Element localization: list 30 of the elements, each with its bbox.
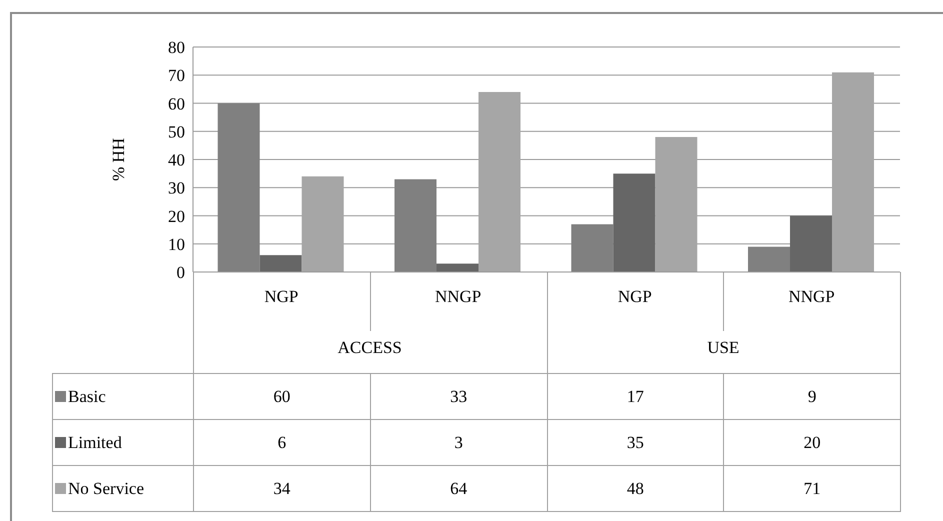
data-label: 35 (547, 420, 724, 466)
data-label: 64 (370, 466, 547, 512)
x-tick-label: NNGP (434, 287, 482, 306)
data-label: 17 (547, 374, 724, 420)
y-tick-label: 0 (176, 263, 185, 282)
y-tick-label: 40 (168, 150, 185, 170)
x-tick-label: NNGP (788, 287, 835, 306)
data-label: 3 (370, 420, 547, 466)
data-label: 71 (724, 466, 900, 512)
data-label: 48 (547, 466, 724, 512)
x-tick-label: NGP (264, 287, 298, 306)
data-label: 9 (724, 374, 900, 420)
y-tick-label: 30 (168, 178, 185, 198)
text: USE (706, 337, 740, 359)
y-tick-label: 70 (168, 66, 185, 86)
y-tick-label: 80 (168, 38, 185, 58)
legend-label: No Service (52, 466, 194, 512)
y-tick-label: 20 (168, 206, 185, 226)
y-tick-label: 50 (168, 122, 185, 142)
legend-label: Basic (52, 374, 194, 420)
y-tick-label: 10 (168, 234, 185, 254)
y-axis-title: % HH (109, 138, 128, 181)
legend-label: Limited (52, 420, 194, 466)
data-label: 6 (194, 420, 370, 466)
data-label: 33 (370, 374, 547, 420)
y-tick-label: 60 (168, 94, 185, 114)
data-label: 34 (194, 466, 370, 512)
text: ACCESS (336, 337, 403, 359)
data-label: 20 (724, 420, 900, 466)
x-tick-label: NGP (618, 287, 652, 306)
